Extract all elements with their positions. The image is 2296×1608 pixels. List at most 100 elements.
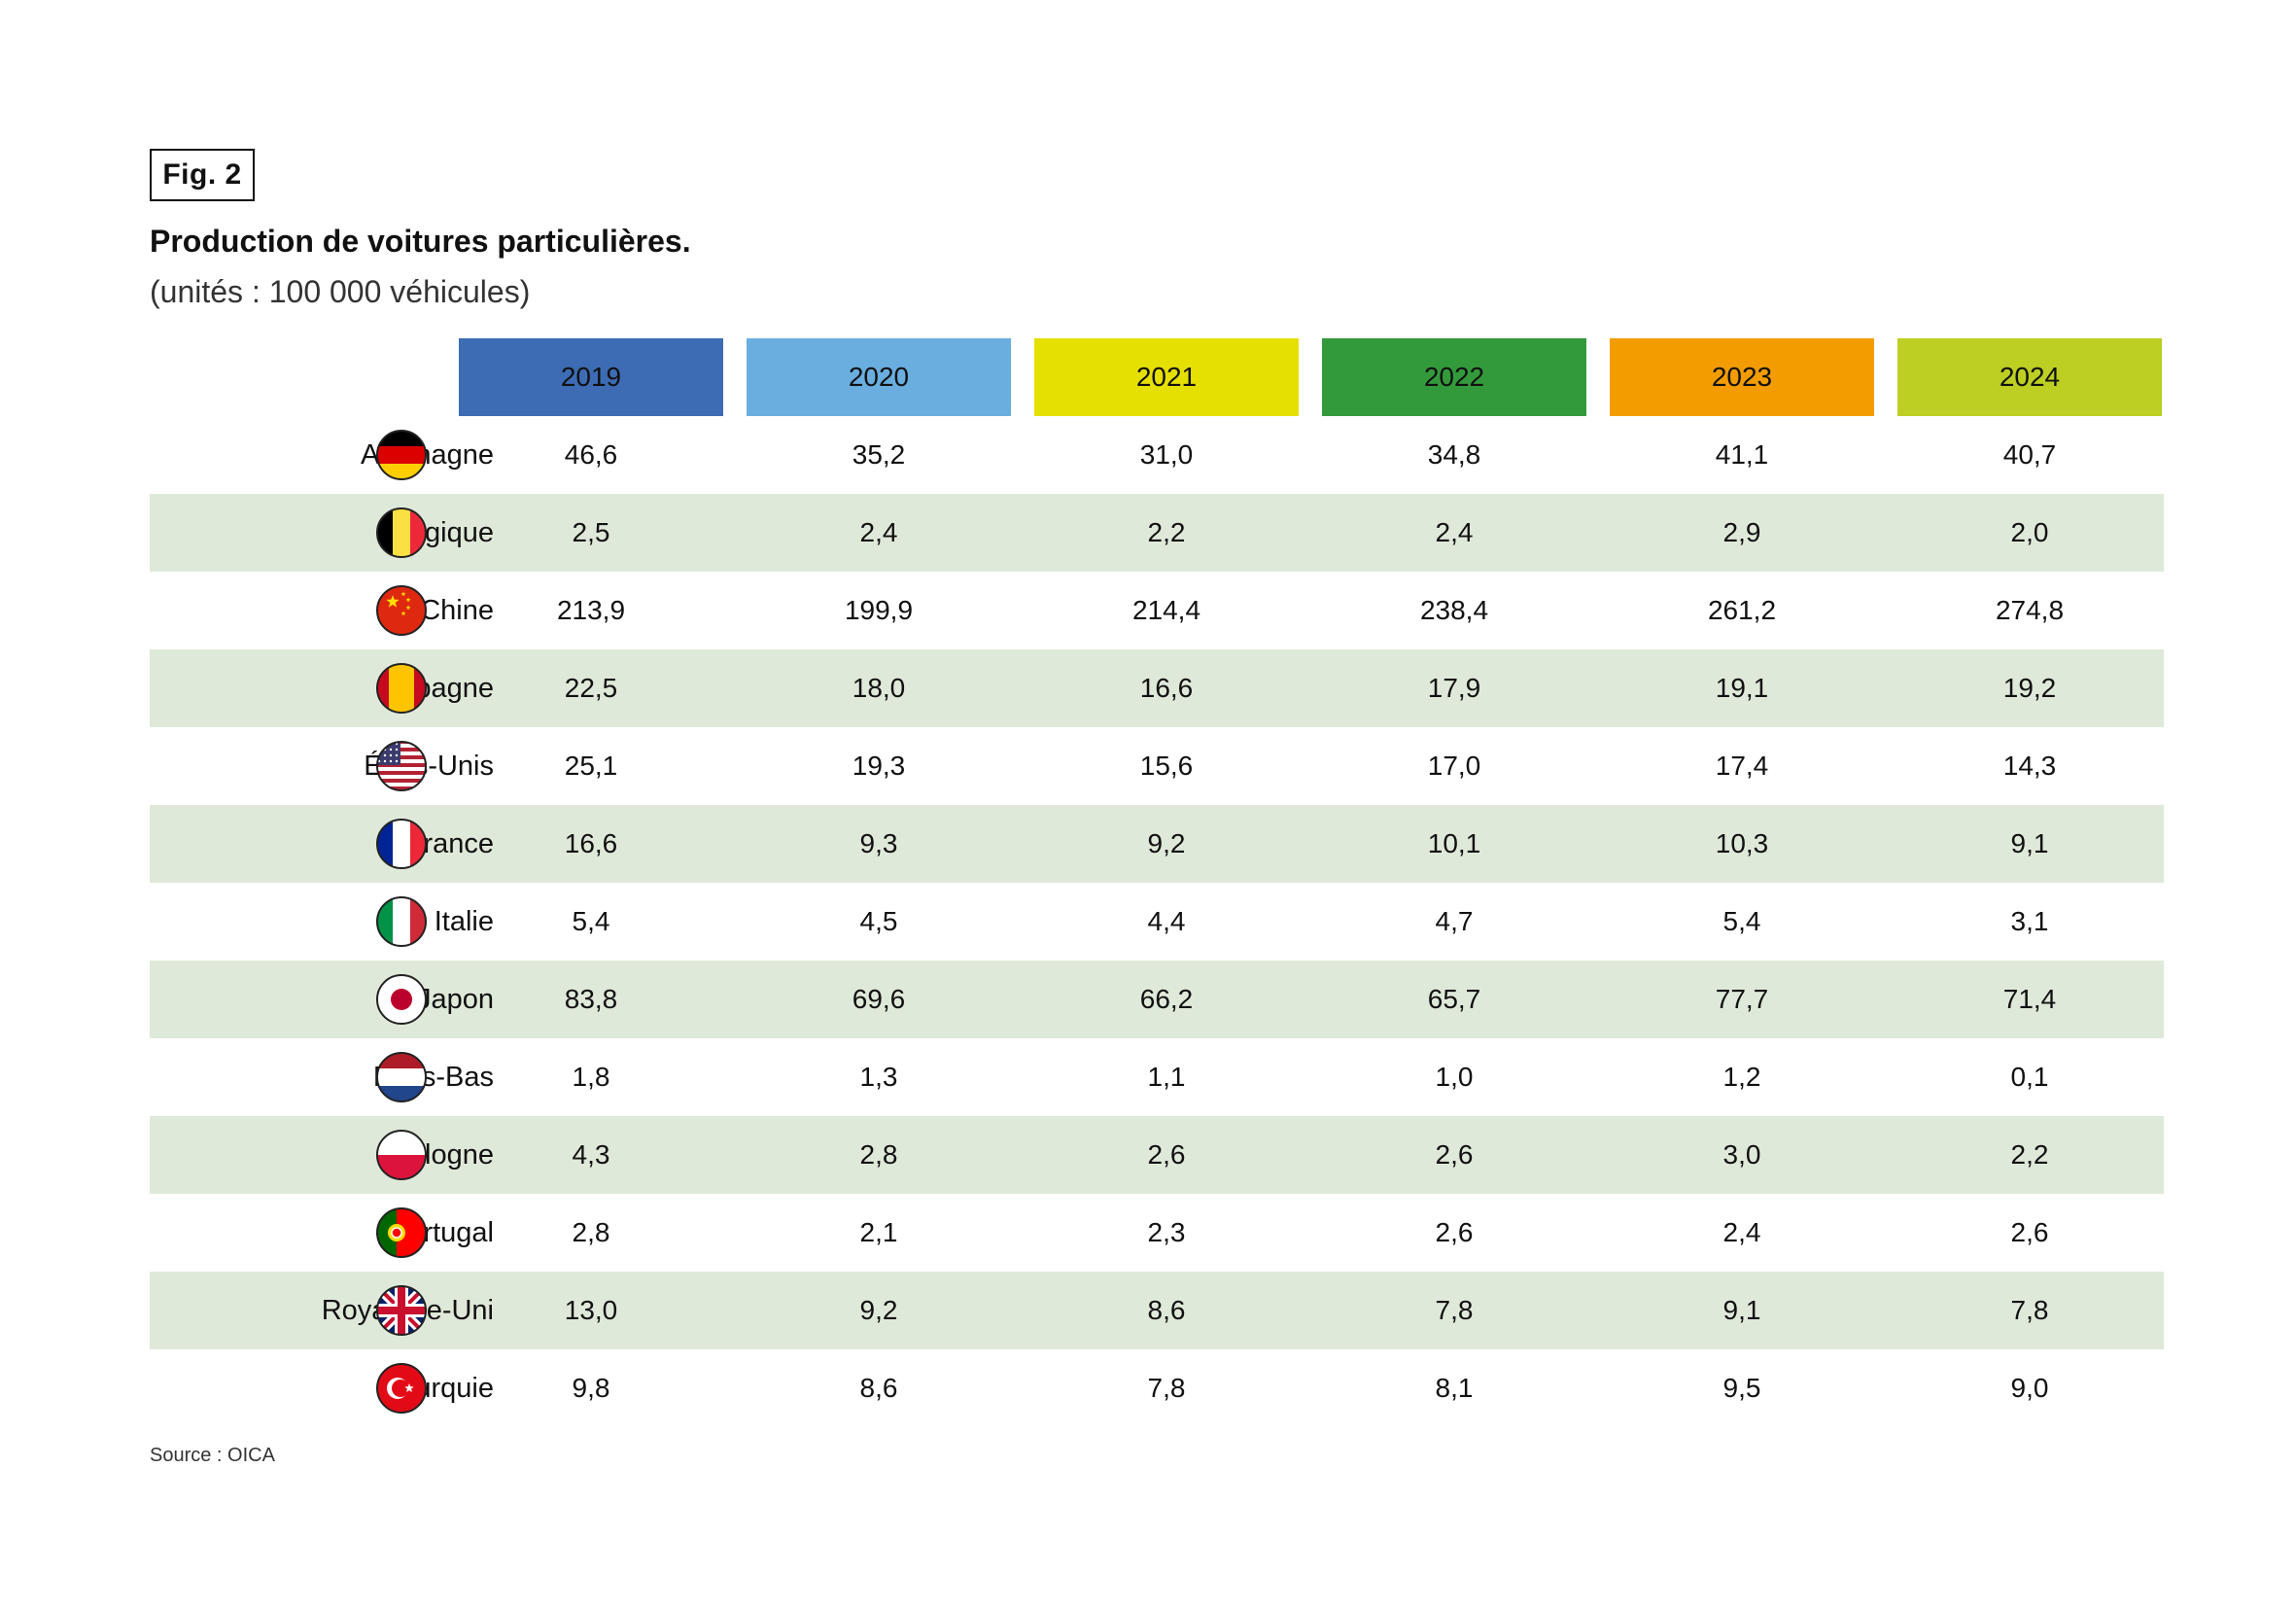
value-cell: 19,2 — [2002, 673, 2057, 703]
value-cell: 19,1 — [1715, 673, 1769, 703]
value-cell: 274,8 — [1995, 595, 2065, 625]
value-cell: 9,5 — [1722, 1373, 1761, 1403]
value-cell: 3,1 — [2010, 906, 2049, 936]
table-row: Allemagne 46,6 35,2 31,0 34,8 41,1 40,7 — [150, 416, 2164, 494]
year-header-2023: 2023 — [1610, 338, 1874, 416]
value-cell: 69,6 — [852, 984, 906, 1014]
value-cell: 2,6 — [2010, 1217, 2049, 1247]
value-cell: 65,7 — [1427, 984, 1481, 1014]
value-cell: 7,8 — [2010, 1295, 2049, 1325]
value-cell: 7,8 — [1435, 1295, 1474, 1325]
value-cell: 9,3 — [859, 828, 898, 858]
value-cell: 261,2 — [1707, 595, 1777, 625]
value-cell: 17,4 — [1715, 751, 1769, 781]
value-cell: 71,4 — [2002, 984, 2057, 1014]
value-cell: 46,6 — [564, 439, 618, 470]
usa-flag-icon — [375, 740, 428, 792]
table-row: Belgique 2,5 2,4 2,2 2,4 2,9 2,0 — [150, 494, 2164, 572]
table-row: Turquie 9,8 8,6 7,8 8,1 9,5 9,0 — [150, 1349, 2164, 1427]
italy-flag-icon — [375, 895, 428, 948]
portugal-flag-icon — [375, 1206, 428, 1259]
value-cell: 1,3 — [859, 1062, 898, 1092]
value-cell: 10,3 — [1715, 828, 1769, 858]
year-header-row: 2019 2020 2021 2022 2023 2024 — [0, 338, 2296, 416]
table-row: Italie 5,4 4,5 4,4 4,7 5,4 3,1 — [150, 883, 2164, 961]
table-row: Portugal 2,8 2,1 2,3 2,6 2,4 2,6 — [150, 1194, 2164, 1272]
value-cell: 2,8 — [572, 1217, 610, 1247]
value-cell: 9,2 — [1147, 828, 1186, 858]
fig-label: Fig. 2 — [150, 149, 255, 201]
value-cell: 5,4 — [572, 906, 610, 936]
page-title: Production de voitures particulières. — [150, 224, 691, 259]
year-header-2020: 2020 — [747, 338, 1011, 416]
value-cell: 2,2 — [1147, 517, 1186, 547]
value-cell: 9,2 — [859, 1295, 898, 1325]
value-cell: 238,4 — [1419, 595, 1489, 625]
value-cell: 2,3 — [1147, 1217, 1186, 1247]
value-cell: 8,6 — [859, 1373, 898, 1403]
japan-flag-icon — [375, 973, 428, 1026]
table-row: Royaume-Uni 13,09,28,67,89,17,8 — [150, 1272, 2164, 1349]
year-header-2024: 2024 — [1897, 338, 2162, 416]
value-cell: 5,4 — [1722, 906, 1761, 936]
value-cell: 213,9 — [556, 595, 626, 625]
value-cell: 18,0 — [852, 673, 906, 703]
value-cell: 7,8 — [1147, 1373, 1186, 1403]
value-cell: 14,3 — [2002, 751, 2057, 781]
value-cell: 2,1 — [859, 1217, 898, 1247]
value-cell: 66,2 — [1139, 984, 1194, 1014]
value-cell: 34,8 — [1427, 439, 1481, 470]
table-row: Pays-Bas 1,8 1,3 1,1 1,0 1,2 0,1 — [150, 1038, 2164, 1116]
value-cell: 35,2 — [852, 439, 906, 470]
value-cell: 8,6 — [1147, 1295, 1186, 1325]
value-cell: 1,2 — [1722, 1062, 1761, 1092]
page-subtitle: (unités : 100 000 véhicules) — [150, 274, 531, 309]
belgium-flag-icon — [375, 507, 428, 559]
year-header-2022: 2022 — [1322, 338, 1586, 416]
value-cell: 9,1 — [1722, 1295, 1761, 1325]
value-cell: 2,4 — [859, 517, 898, 547]
country-label: Japon — [416, 983, 494, 1015]
value-cell: 31,0 — [1139, 439, 1194, 470]
value-cell: 77,7 — [1715, 984, 1769, 1014]
value-cell: 16,6 — [1139, 673, 1194, 703]
value-cell: 83,8 — [564, 984, 618, 1014]
value-cell: 40,7 — [2002, 439, 2057, 470]
value-cell: 2,4 — [1722, 1217, 1761, 1247]
value-cell: 9,8 — [572, 1373, 610, 1403]
value-cell: 2,6 — [1147, 1139, 1186, 1170]
value-cell: 9,0 — [2010, 1373, 2049, 1403]
value-cell: 3,0 — [1722, 1139, 1761, 1170]
value-cell: 1,8 — [572, 1062, 610, 1092]
turkey-flag-icon — [375, 1362, 428, 1415]
table-row: Japon 83,8 69,6 66,2 65,7 77,7 71,4 — [150, 961, 2164, 1038]
value-cell: 1,1 — [1147, 1062, 1186, 1092]
value-cell: 17,0 — [1427, 751, 1481, 781]
value-cell: 0,1 — [2010, 1062, 2049, 1092]
country-label: Chine — [420, 594, 494, 626]
value-cell: 13,0 — [564, 1295, 618, 1325]
value-cell: 2,0 — [2010, 517, 2049, 547]
value-cell: 19,3 — [852, 751, 906, 781]
value-cell: 2,5 — [572, 517, 610, 547]
table-row: États-Unis 25,1 19,3 15,6 17,0 17,4 14,3 — [150, 727, 2164, 805]
netherlands-flag-icon — [375, 1051, 428, 1103]
france-flag-icon — [375, 818, 428, 870]
value-cell: 10,1 — [1427, 828, 1481, 858]
table-row: Pologne 4,3 2,8 2,6 2,6 3,0 2,2 — [150, 1116, 2164, 1194]
value-cell: 25,1 — [564, 751, 618, 781]
uk-flag-icon — [375, 1284, 428, 1337]
value-cell: 2,6 — [1435, 1139, 1474, 1170]
value-cell: 4,4 — [1147, 906, 1186, 936]
source-note: Source : OICA — [150, 1445, 275, 1466]
country-label: Italie — [434, 905, 494, 937]
value-cell: 4,3 — [572, 1139, 610, 1170]
value-cell: 9,1 — [2010, 828, 2049, 858]
year-header-2021: 2021 — [1034, 338, 1299, 416]
value-cell: 2,9 — [1722, 517, 1761, 547]
value-cell: 22,5 — [564, 673, 618, 703]
china-flag-icon — [375, 584, 428, 637]
table-row: Espagne 22,5 18,0 16,6 17,9 19,1 19,2 — [150, 649, 2164, 727]
value-cell: 2,6 — [1435, 1217, 1474, 1247]
value-cell: 41,1 — [1715, 439, 1769, 470]
